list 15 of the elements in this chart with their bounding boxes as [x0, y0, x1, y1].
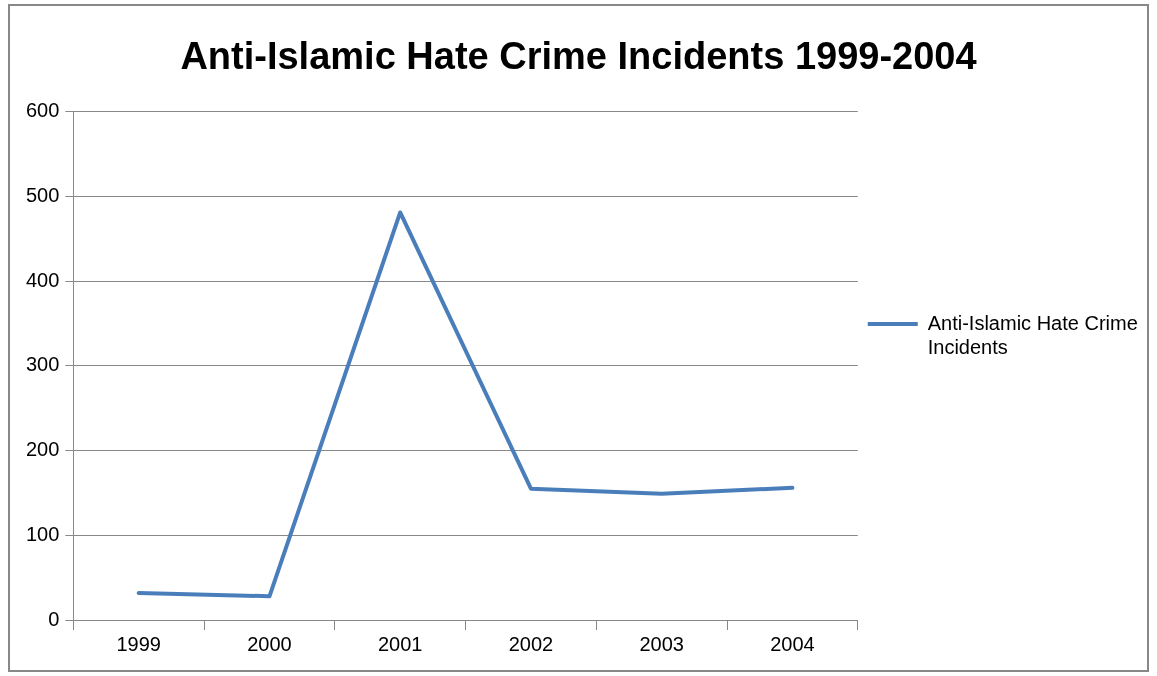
y-tick-label: 200 — [25, 438, 60, 461]
y-tick-label: 0 — [48, 607, 60, 630]
x-tick-label: 2001 — [377, 632, 423, 655]
y-tick-label: 100 — [25, 522, 60, 545]
chart-title: Anti-Islamic Hate Crime Incidents 1999-2004 — [180, 35, 977, 78]
x-tick-label: 2004 — [770, 632, 815, 655]
x-tick-label: 2002 — [508, 632, 554, 655]
x-tick-label: 1999 — [116, 632, 161, 655]
y-tick-label: 500 — [25, 183, 60, 206]
x-tick-label: 2000 — [247, 632, 292, 655]
y-tick-label: 400 — [25, 268, 60, 291]
legend-label: Anti-Islamic Hate Crime Incidents — [927, 311, 1138, 358]
x-tick-label: 2003 — [639, 632, 684, 655]
y-tick-label: 600 — [25, 99, 60, 122]
y-tick-label: 300 — [25, 353, 60, 376]
